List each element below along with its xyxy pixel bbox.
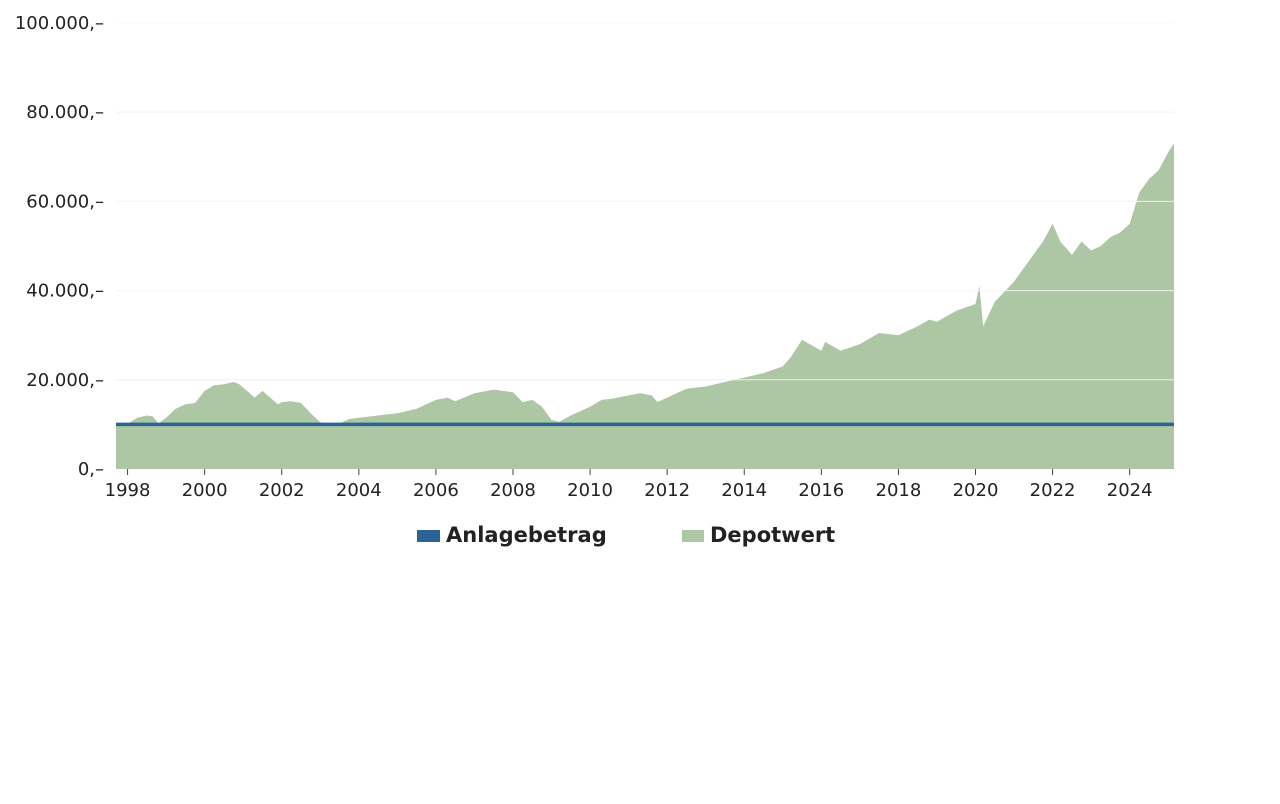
x-tick-label: 2016 — [798, 480, 844, 501]
y-tick-label: 40.000,– — [26, 281, 104, 302]
legend-label-depotwert: Depotwert — [710, 523, 835, 547]
x-tick-label: 2018 — [876, 480, 922, 501]
y-axis: 0,– 20.000,– 40.000,– 60.000,– 80.000,– 100.0… — [15, 13, 104, 480]
y-tick-label: 100.000,– — [15, 13, 104, 34]
x-tick-label: 2004 — [336, 480, 382, 501]
y-tick-label: 60.000,– — [26, 191, 104, 212]
x-tick-label: 2006 — [413, 480, 459, 501]
x-tick-label: 2022 — [1030, 480, 1076, 501]
x-tick-label: 2020 — [953, 480, 999, 501]
x-tick-label: 2010 — [567, 480, 613, 501]
x-tick-label: 2014 — [721, 480, 767, 501]
x-tick-label: 2012 — [644, 480, 690, 501]
x-tick-label: 2002 — [259, 480, 305, 501]
x-tick-label: 2000 — [182, 480, 228, 501]
x-tick-label: 2024 — [1107, 480, 1153, 501]
legend-swatch-depotwert — [682, 530, 704, 542]
legend: Anlagebetrag Depotwert — [417, 523, 835, 547]
x-tick-label: 1998 — [105, 480, 151, 501]
y-tick-label: 80.000,– — [26, 102, 104, 123]
y-tick-label: 0,– — [78, 459, 104, 480]
series-area-depotwert — [116, 143, 1174, 469]
legend-swatch-anlagebetrag — [417, 530, 440, 542]
y-tick-label: 20.000,– — [26, 370, 104, 391]
legend-label-anlagebetrag: Anlagebetrag — [446, 523, 607, 547]
plot-area — [116, 22, 1174, 469]
x-axis: 1998 2000 2002 2004 2006 2008 2010 2012 2014 2016… — [105, 469, 1153, 501]
x-tick-label: 2008 — [490, 480, 536, 501]
